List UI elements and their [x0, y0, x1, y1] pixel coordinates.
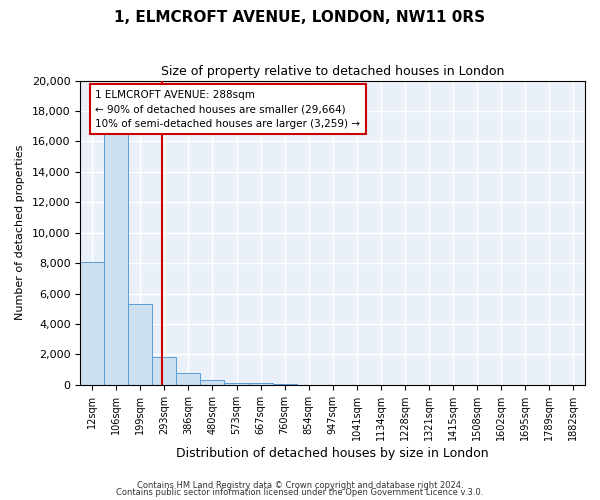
Bar	[248, 384, 272, 385]
Bar	[152, 358, 176, 385]
Text: Contains HM Land Registry data © Crown copyright and database right 2024.: Contains HM Land Registry data © Crown c…	[137, 480, 463, 490]
Text: Contains public sector information licensed under the Open Government Licence v.: Contains public sector information licen…	[116, 488, 484, 497]
Title: Size of property relative to detached houses in London: Size of property relative to detached ho…	[161, 65, 505, 78]
Bar	[200, 380, 224, 385]
Text: 1 ELMCROFT AVENUE: 288sqm
← 90% of detached houses are smaller (29,664)
10% of s: 1 ELMCROFT AVENUE: 288sqm ← 90% of detac…	[95, 90, 361, 130]
Bar	[128, 304, 152, 385]
Bar	[80, 262, 104, 385]
Bar	[104, 132, 128, 385]
X-axis label: Distribution of detached houses by size in London: Distribution of detached houses by size …	[176, 447, 489, 460]
Y-axis label: Number of detached properties: Number of detached properties	[15, 145, 25, 320]
Bar	[176, 374, 200, 385]
Text: 1, ELMCROFT AVENUE, LONDON, NW11 0RS: 1, ELMCROFT AVENUE, LONDON, NW11 0RS	[115, 10, 485, 25]
Bar	[272, 384, 296, 385]
Bar	[224, 382, 248, 385]
